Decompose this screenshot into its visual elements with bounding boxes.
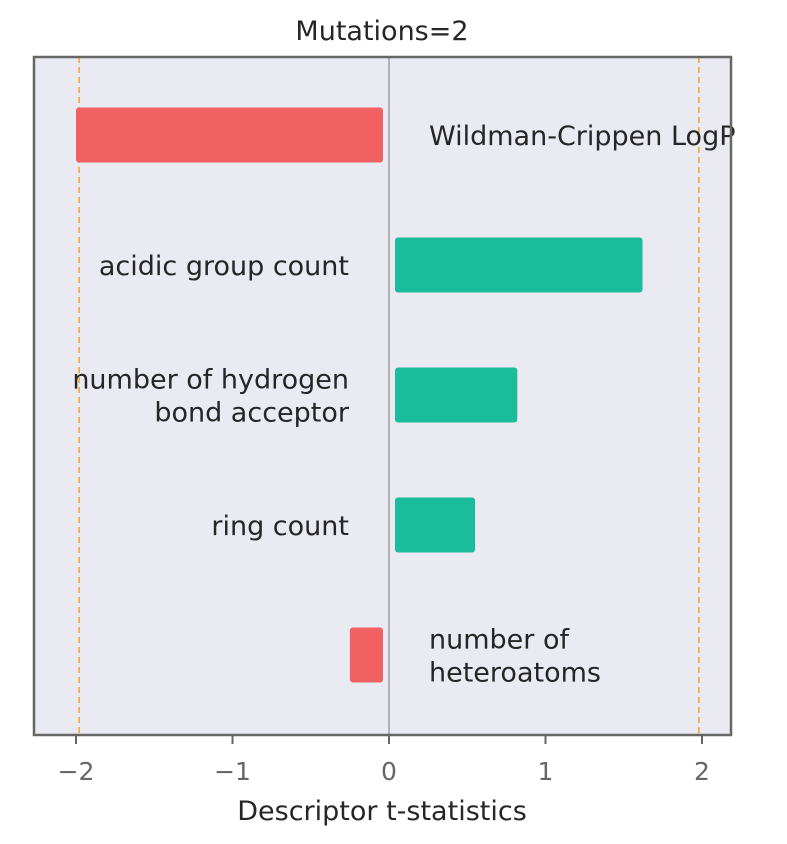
bar [395,237,643,293]
plot-frame [32,55,733,737]
bar-label: number of hydrogen bond acceptor [72,365,350,429]
x-tick-label: 0 [381,757,397,786]
bar-label: ring count [211,511,349,542]
chart-title: Mutations=2 [295,16,468,47]
threshold-lines [78,57,700,735]
bar-label: acidic group count [99,251,349,282]
bar-label-line: Wildman-Crippen LogP [429,121,736,152]
bar [395,497,476,553]
x-axis-ticks: −2 −1 0 1 2 [58,735,710,786]
x-tick-label: −1 [214,757,251,786]
bar-labels: Wildman-Crippen LogP acidic group count nu… [72,121,735,689]
x-tick-label: 1 [538,757,554,786]
plot-background [34,57,731,735]
bar-label: Wildman-Crippen LogP [429,121,736,152]
bars [76,107,643,683]
bar-label-line: number of [429,625,570,656]
bar-label-line: number of hydrogen [72,365,349,396]
bar-label-line: ring count [211,511,349,542]
bar [395,367,518,423]
bar-label-line: acidic group count [99,251,349,282]
bar [349,627,383,683]
x-tick-label: −2 [58,757,95,786]
bar-label-line: bond acceptor [154,398,350,429]
x-tick-label: 2 [694,757,710,786]
bar-label-line: heteroatoms [429,658,601,689]
x-axis-label: Descriptor t-statistics [237,796,527,827]
bar [76,107,383,163]
bar-label: number of heteroatoms [429,625,601,689]
